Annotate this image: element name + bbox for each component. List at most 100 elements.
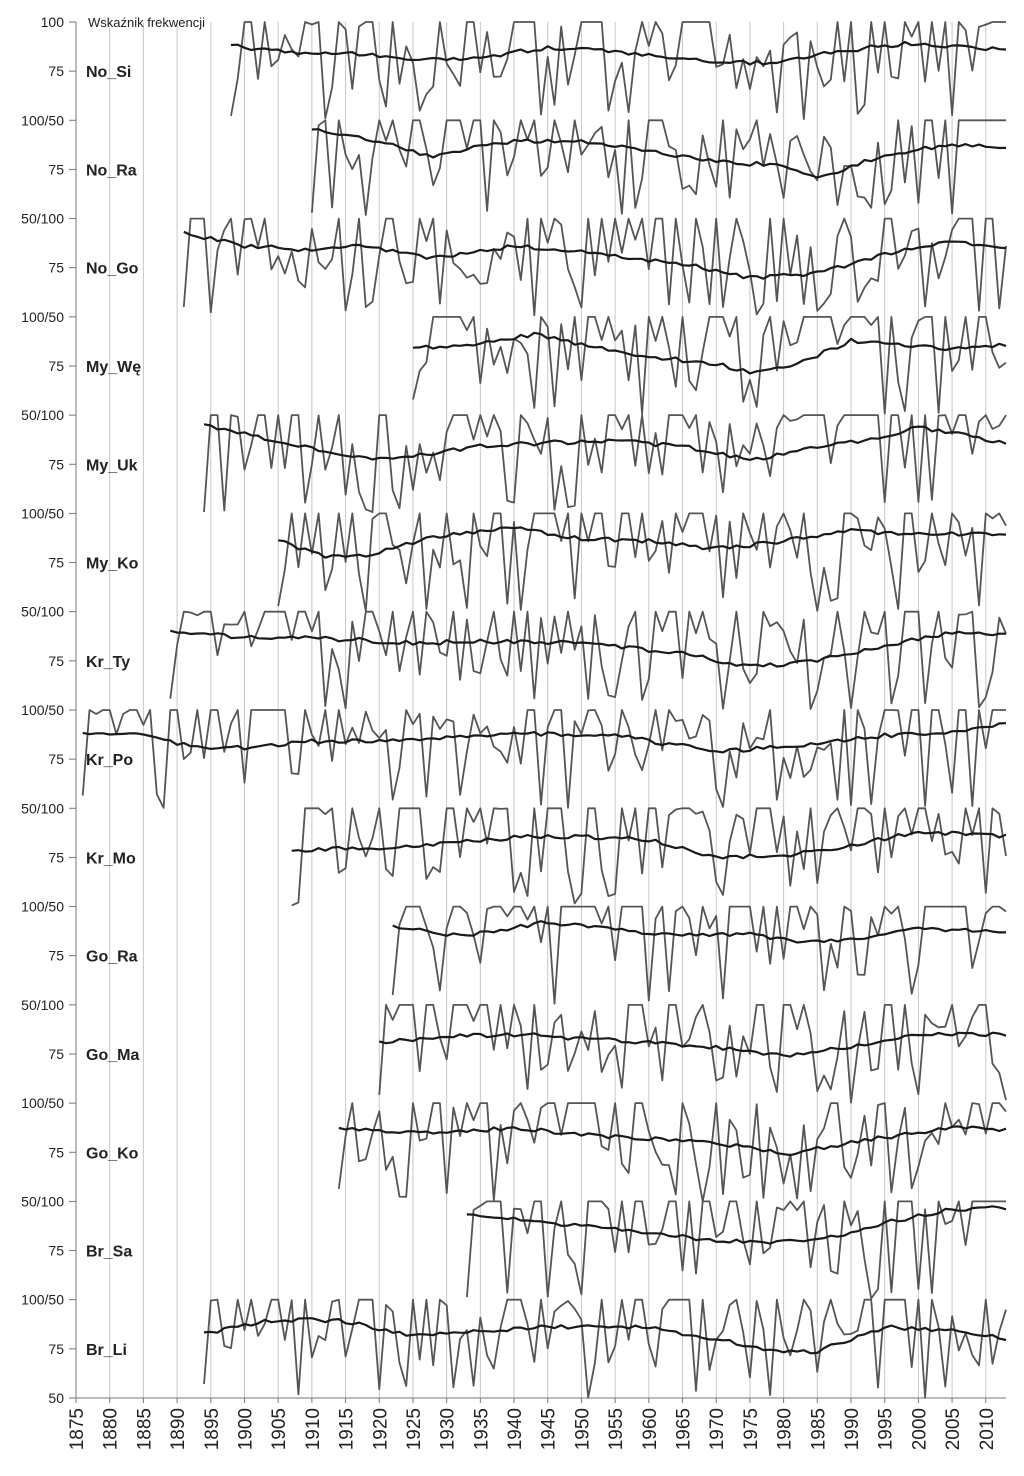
panel-label: No_Go [86,261,139,278]
x-tick-label-1990: 1990 [842,1408,863,1450]
x-tick-label-1970: 1970 [707,1408,728,1450]
x-tick-label-1885: 1885 [134,1408,155,1450]
y-tick-label: 75 [48,1341,64,1357]
y-tick-label: 100/50 [21,1292,64,1308]
panel-label: Br_Li [86,1342,127,1359]
y-tick-label: 100/50 [21,505,64,521]
x-tick-label-1940: 1940 [505,1408,526,1450]
annual-series-line [81,709,1006,809]
y-tick-label: 50/100 [21,800,64,816]
x-tick-label-1890: 1890 [168,1408,189,1450]
annual-series-line [291,807,1007,907]
panel-No_Ra: No_Ra [86,119,1007,216]
y-tick-label: 50/100 [21,604,64,620]
x-tick-label-1960: 1960 [640,1408,661,1450]
legend: Wskaźnik frekwencji [88,15,205,30]
y-tick-label: 100/50 [21,112,64,128]
trend-line [82,722,1007,754]
x-axis: 1875 1880 1885 1890 1895 1900 1905 1910 1915 1920… [67,1398,998,1450]
panel-My_Ko: My_Ko [86,512,1007,612]
annual-series-line [412,315,1007,415]
y-tick-label: 75 [48,456,64,472]
panel-label: Go_Ma [86,1047,139,1064]
y-tick-label: 75 [48,161,64,177]
y-axis: 100 75 100/50 75 50/100 75 100/50 75 50/100 75 100… [21,14,76,1406]
trend-line [203,423,1007,461]
trend-line [278,526,1007,559]
y-tick-label: 75 [48,948,64,964]
x-tick-label-1880: 1880 [101,1408,122,1450]
y-tick-label: 100/50 [21,899,64,915]
panel-label: Go_Ko [86,1145,139,1162]
x-tick-label-1910: 1910 [303,1408,324,1450]
annual-series-line [277,512,1007,612]
y-tick-label: 75 [48,849,64,865]
panel-label: No_Si [86,64,131,81]
x-tick-label-1980: 1980 [775,1408,796,1450]
x-tick-label-1945: 1945 [539,1408,560,1450]
annual-series-line [311,119,1006,216]
x-tick-label-1925: 1925 [404,1408,425,1450]
x-tick-label-1975: 1975 [741,1408,762,1450]
trend-line [203,1317,1007,1355]
panel-Go_Ra: Go_Ra [86,905,1007,1005]
x-tick-label-1965: 1965 [674,1408,695,1450]
panel-Go_Ma: Go_Ma [86,1004,1007,1104]
panel-My_Wę: My_Wę [86,315,1007,415]
panel-label: Kr_Ty [86,654,130,671]
panel-Kr_Ty: Kr_Ty [86,610,1007,710]
panel-label: No_Ra [86,162,137,179]
annual-series-line [203,414,1007,513]
trend-line [412,331,1007,375]
x-tick-label-1955: 1955 [606,1408,627,1450]
y-tick-label: 75 [48,555,64,571]
y-tick-label: 75 [48,260,64,276]
trend-line [183,230,1007,280]
panel-Kr_Mo: Kr_Mo [86,807,1007,907]
x-tick-label-2005: 2005 [943,1408,964,1450]
panel-label: Kr_Mo [86,850,136,867]
trend-line [379,1031,1007,1058]
trend-line [311,128,1007,179]
panel-My_Uk: My_Uk [86,414,1007,513]
panel-label: Br_Sa [86,1244,132,1261]
y-tick-label: 50/100 [21,211,64,227]
y-tick-label: 100/50 [21,309,64,325]
panel-Br_Li: Br_Li [86,1298,1007,1399]
y-tick-label: 50 [48,1390,64,1406]
panel-label: Kr_Po [86,752,133,769]
x-tick-label-1900: 1900 [235,1408,256,1450]
x-tick-label-1905: 1905 [269,1408,290,1450]
annual-series-line [230,21,1006,120]
x-tick-label-1915: 1915 [337,1408,358,1450]
trend-line [230,40,1007,66]
y-tick-label: 75 [48,1046,64,1062]
x-tick-label-1935: 1935 [471,1408,492,1450]
trend-line [466,1205,1007,1245]
y-tick-label: 50/100 [21,407,64,423]
x-tick-label-1930: 1930 [438,1408,459,1450]
trend-line [291,830,1007,860]
panel-Kr_Po: Kr_Po [81,709,1007,809]
y-tick-label: 75 [48,1144,64,1160]
y-tick-label: 75 [48,63,64,79]
x-tick-label-2000: 2000 [909,1408,930,1450]
x-tick-label-1875: 1875 [67,1408,88,1450]
y-tick-label: 100 [41,14,65,30]
x-tick-label-1995: 1995 [876,1408,897,1450]
legend-label: Wskaźnik frekwencji [88,15,205,30]
y-tick-label: 75 [48,358,64,374]
y-tick-label: 100/50 [21,1095,64,1111]
y-tick-label: 75 [48,1243,64,1259]
annual-series-line [182,217,1007,317]
panel-Go_Ko: Go_Ko [86,1102,1007,1203]
panel-label: Go_Ra [86,949,138,966]
trend-line [170,629,1006,668]
panel-Br_Sa: Br_Sa [86,1200,1007,1300]
panel-No_Go: No_Go [86,217,1007,317]
annual-series-line [203,1298,1007,1399]
y-tick-label: 75 [48,751,64,767]
panel-No_Si: No_Si [86,21,1007,120]
trend-line [338,1125,1007,1157]
annual-series-line [378,1004,1007,1104]
